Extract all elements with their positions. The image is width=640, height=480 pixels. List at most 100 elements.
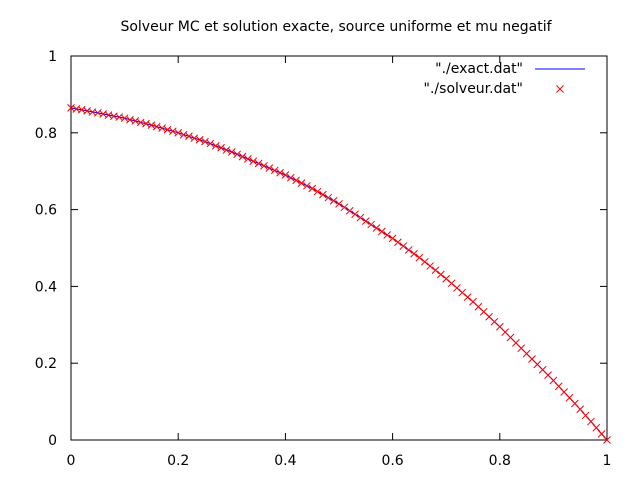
marker-stroke: [404, 246, 413, 254]
data-point-solveur: [592, 423, 601, 432]
data-point-solveur: [442, 274, 451, 283]
data-point-solveur: [345, 206, 354, 215]
data-point-solveur: [340, 203, 349, 212]
marker-stroke: [345, 206, 354, 215]
marker-stroke: [587, 417, 595, 426]
data-point-solveur: [168, 127, 177, 136]
series-solveur: [67, 103, 611, 444]
marker-stroke: [281, 171, 290, 179]
legend-label-exact: "./exact.dat": [435, 61, 523, 77]
data-point-solveur: [233, 150, 242, 159]
data-point-solveur: [185, 132, 193, 141]
marker-stroke: [431, 266, 440, 275]
x-tick-label: 0.8: [489, 453, 511, 469]
data-point-solveur: [388, 234, 397, 243]
marker-stroke: [152, 122, 161, 131]
marker-stroke: [297, 179, 306, 187]
marker-stroke: [501, 328, 510, 336]
y-tick-label: 0.2: [35, 356, 57, 372]
data-point-solveur: [222, 146, 231, 154]
marker-stroke: [556, 85, 564, 93]
x-tick-label: 0.6: [381, 453, 403, 469]
marker-stroke: [260, 161, 268, 170]
data-point-solveur: [302, 181, 311, 190]
marker-stroke: [410, 249, 418, 258]
marker-stroke: [426, 262, 434, 270]
marker-stroke: [329, 196, 338, 205]
data-point-solveur: [190, 134, 199, 143]
data-point-solveur: [265, 164, 274, 172]
data-point-solveur: [410, 249, 418, 258]
marker-stroke: [158, 124, 166, 133]
data-point-solveur: [329, 196, 338, 205]
data-point-solveur: [238, 152, 247, 161]
x-tick-label: 0.4: [274, 453, 296, 469]
legend-marker-x: [556, 85, 564, 93]
chart-title: Solveur MC et solution exacte, source un…: [120, 19, 552, 35]
marker-stroke: [388, 234, 397, 243]
data-point-solveur: [394, 238, 402, 247]
marker-stroke: [383, 231, 392, 239]
marker-stroke: [206, 139, 215, 148]
marker-stroke: [179, 130, 188, 139]
data-point-solveur: [308, 184, 317, 193]
marker-stroke: [142, 119, 150, 128]
data-point-solveur: [420, 257, 429, 266]
data-point-solveur: [260, 161, 268, 170]
marker-stroke: [313, 187, 322, 196]
data-point-solveur: [603, 436, 611, 444]
marker-stroke: [436, 270, 445, 279]
marker-stroke: [217, 143, 225, 152]
marker-stroke: [335, 199, 343, 208]
marker-stroke: [597, 430, 606, 438]
data-point-solveur: [286, 173, 295, 182]
marker-stroke: [560, 388, 568, 396]
plot-frame: [70, 55, 608, 441]
data-point-solveur: [158, 124, 166, 133]
legend-swatch-solveur: [556, 85, 564, 93]
marker-stroke: [131, 117, 140, 125]
data-point-solveur: [431, 266, 440, 275]
marker-stroke: [302, 181, 311, 190]
marker-stroke: [512, 338, 520, 347]
axis-ticks: 0 0.2 0.4 0.6 0.8 1 0 0.2 0.4 0.6 0.8 1: [35, 49, 612, 469]
data-point-solveur: [319, 190, 327, 199]
data-point-solveur: [201, 137, 209, 146]
marker-stroke: [453, 284, 461, 292]
marker-stroke: [201, 137, 209, 146]
data-point-solveur: [131, 117, 140, 125]
marker-stroke: [415, 253, 424, 262]
marker-stroke: [581, 411, 590, 420]
x-tick-label: 1: [603, 453, 612, 469]
data-point-solveur: [453, 284, 461, 292]
marker-stroke: [544, 371, 552, 379]
marker-stroke: [147, 121, 156, 129]
marker-stroke: [394, 238, 402, 247]
y-tick-label: 0.4: [35, 279, 57, 295]
marker-stroke: [517, 344, 526, 353]
marker-stroke: [565, 393, 574, 402]
marker-stroke: [190, 134, 199, 143]
data-point-solveur: [458, 288, 467, 297]
y-tick-label: 0: [48, 433, 57, 449]
data-point-solveur: [276, 168, 284, 177]
marker-stroke: [319, 190, 327, 199]
marker-stroke: [528, 355, 536, 363]
data-point-solveur: [179, 130, 188, 139]
data-point-solveur: [426, 262, 434, 270]
legend-label-solveur: "./solveur.dat": [424, 81, 523, 97]
data-point-solveur: [367, 220, 376, 229]
marker-stroke: [570, 399, 579, 408]
marker-stroke: [249, 157, 258, 166]
data-point-solveur: [436, 270, 445, 279]
data-point-solveur: [383, 231, 392, 239]
marker-stroke: [120, 114, 129, 123]
marker-stroke: [270, 166, 279, 175]
marker-stroke: [244, 155, 252, 163]
data-point-solveur: [147, 121, 156, 129]
y-tick-label: 0.6: [35, 203, 57, 219]
marker-stroke: [420, 257, 429, 266]
data-point-solveur: [206, 139, 215, 148]
data-point-solveur: [195, 135, 204, 144]
marker-stroke: [265, 164, 274, 172]
